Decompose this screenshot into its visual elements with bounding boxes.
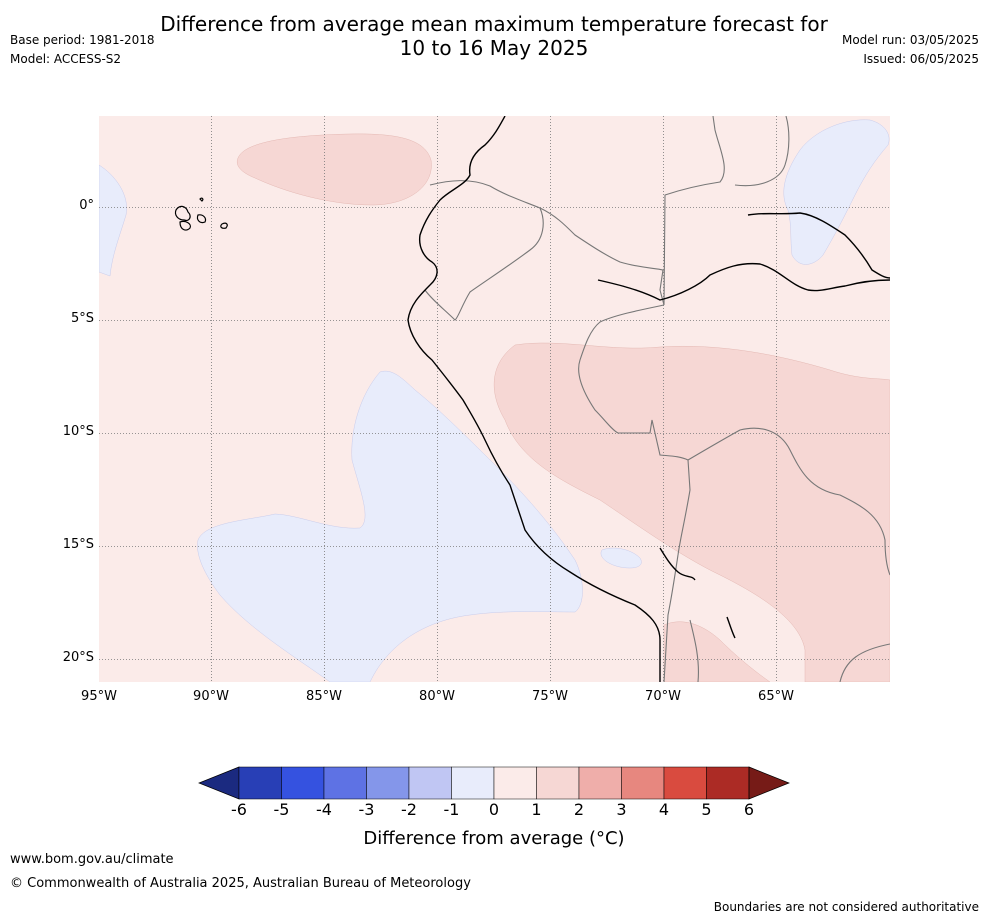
lat-tick-10s: 10°S xyxy=(62,424,94,439)
colorbar-swatch xyxy=(663,766,707,800)
colorbar-swatch xyxy=(323,766,367,800)
anomaly-region-1-2-north xyxy=(237,133,432,206)
colorbar-tick-label: -2 xyxy=(401,800,417,819)
anomaly-region-neg-west xyxy=(99,164,127,277)
colorbar-extend-high xyxy=(748,766,790,800)
graticule xyxy=(99,116,890,682)
footer-disclaimer: Boundaries are not considered authoritat… xyxy=(713,900,979,914)
lon-tick-85w: 85°W xyxy=(306,689,342,704)
lon-tick-70w: 70°W xyxy=(645,689,681,704)
colorbar-swatch xyxy=(578,766,622,800)
coastline xyxy=(407,116,890,682)
colorbar-label: Difference from average (°C) xyxy=(363,828,625,849)
lat-tick-5s: 5°S xyxy=(70,311,94,326)
issued-text: Issued: 06/05/2025 xyxy=(863,52,979,66)
colorbar-swatch xyxy=(621,766,665,800)
base-period-text: Base period: 1981-2018 xyxy=(10,33,155,47)
lon-tick-75w: 75°W xyxy=(532,689,568,704)
colorbar-tick-label: -6 xyxy=(231,800,247,819)
model-text: Model: ACCESS-S2 xyxy=(10,52,122,66)
colorbar-tick-label: 6 xyxy=(743,800,755,819)
colorbar-tick-label: 3 xyxy=(616,800,627,819)
title-line-1: Difference from average mean maximum tem… xyxy=(160,12,828,36)
footer-copyright: © Commonwealth of Australia 2025, Austra… xyxy=(10,876,471,891)
colorbar-tick-label: 4 xyxy=(658,800,670,819)
anomaly-region-1-2-east xyxy=(494,342,890,682)
colorbar-swatch xyxy=(451,766,495,800)
colorbar-swatch xyxy=(408,766,452,800)
colorbar-swatch xyxy=(281,766,325,800)
model-run-text: Model run: 03/05/2025 xyxy=(841,33,979,47)
lat-tick-0: 0° xyxy=(79,198,94,213)
colorbar-swatches xyxy=(198,766,790,800)
colorbar-tick-label: 2 xyxy=(573,800,585,819)
anomaly-region-neg-lake xyxy=(600,547,642,569)
colorbar-swatch xyxy=(493,766,537,800)
colorbar-tick-label: -4 xyxy=(316,800,332,819)
lon-tick-65w: 65°W xyxy=(758,689,794,704)
colorbar-tick-label: -5 xyxy=(273,800,290,819)
country-borders xyxy=(424,116,890,682)
colorbar xyxy=(198,766,790,800)
colorbar-swatch xyxy=(366,766,410,800)
lon-tick-80w: 80°W xyxy=(419,689,455,704)
colorbar-tick-label: -1 xyxy=(443,800,460,819)
lat-tick-15s: 15°S xyxy=(62,537,94,552)
colorbar-extend-low xyxy=(198,766,240,800)
anomaly-region-1-2-south xyxy=(663,621,771,682)
colorbar-tick-label: 5 xyxy=(701,800,712,819)
title-line-2: 10 to 16 May 2025 xyxy=(399,36,589,60)
colorbar-tick-label: -3 xyxy=(358,800,375,819)
footer-url: www.bom.gov.au/climate xyxy=(10,852,174,867)
colorbar-swatch xyxy=(706,766,750,800)
anomaly-region-neg-northeast xyxy=(783,119,890,265)
colorbar-tick-label: 0 xyxy=(488,800,500,819)
colorbar-swatch xyxy=(536,766,580,800)
lon-tick-90w: 90°W xyxy=(193,689,229,704)
lon-tick-95w: 95°W xyxy=(81,689,117,704)
colorbar-tick-label: 1 xyxy=(531,800,542,819)
galapagos-islands xyxy=(174,197,228,231)
colorbar-swatch xyxy=(238,766,282,800)
map-title: Difference from average mean maximum tem… xyxy=(0,12,988,60)
lat-tick-20s: 20°S xyxy=(62,650,94,665)
